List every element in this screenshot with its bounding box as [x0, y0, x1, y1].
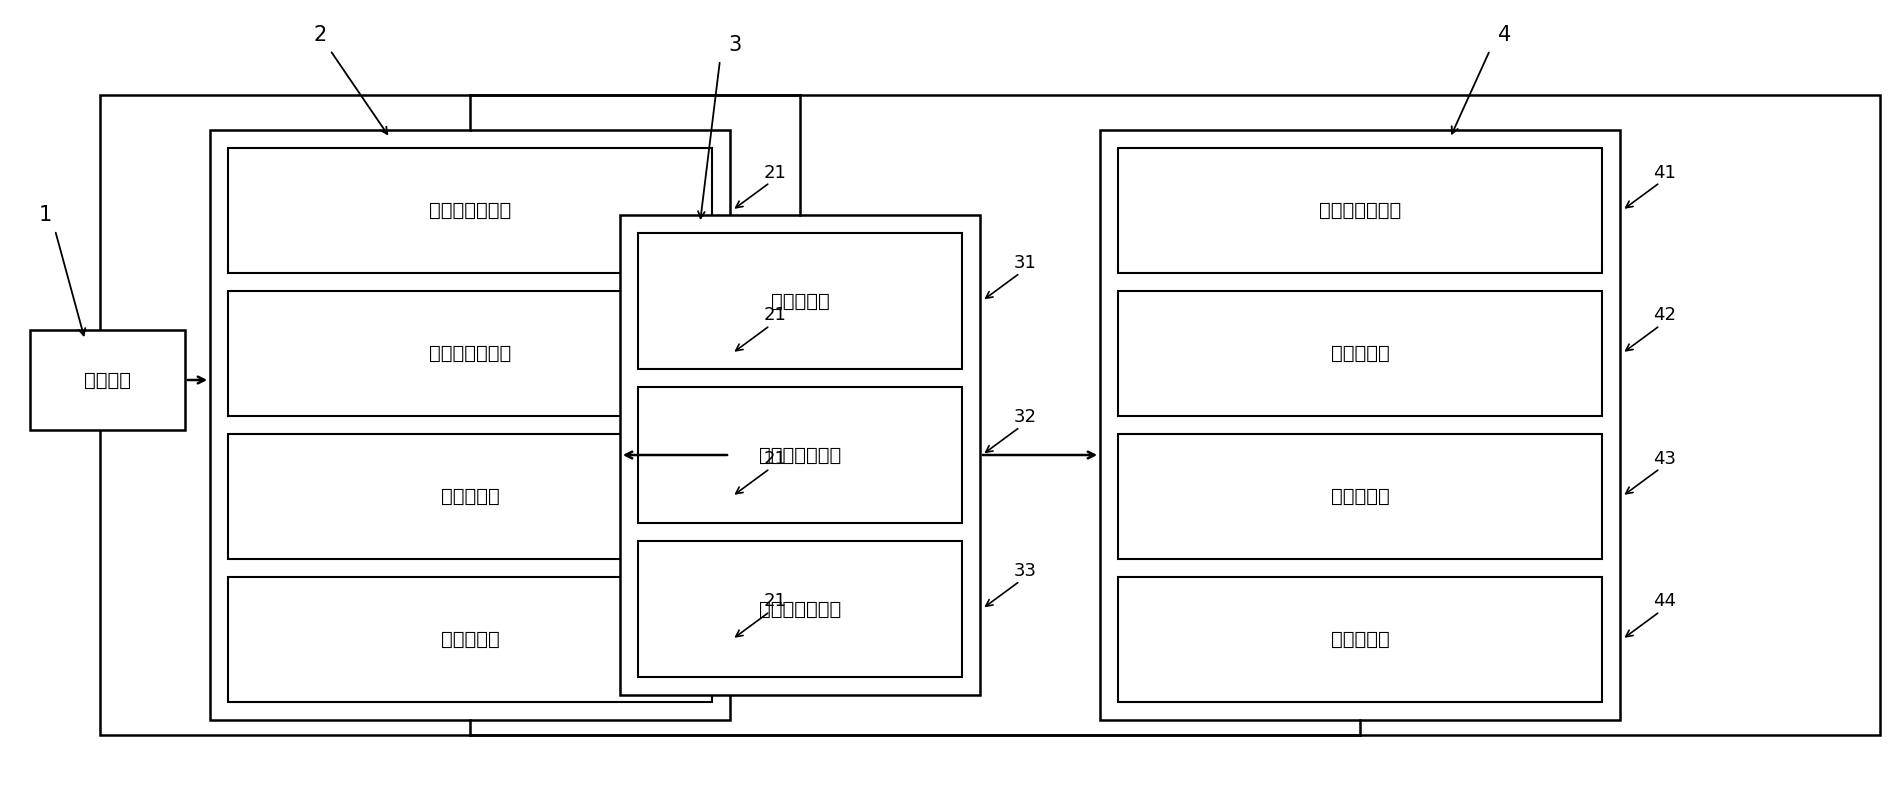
Bar — [1118, 148, 1602, 273]
Text: 商品信息子模块: 商品信息子模块 — [1318, 201, 1401, 220]
Text: 积分变更子模块: 积分变更子模块 — [758, 445, 841, 464]
Bar — [637, 233, 963, 369]
Bar — [1118, 434, 1602, 559]
Bar — [30, 330, 185, 430]
Text: 隐私保护子模块: 隐私保护子模块 — [429, 344, 511, 363]
Text: 21: 21 — [764, 593, 787, 611]
Bar — [229, 148, 713, 273]
Text: 44: 44 — [1653, 593, 1677, 611]
Text: 推荐子模块: 推荐子模块 — [1331, 630, 1390, 649]
Text: 33: 33 — [1014, 562, 1036, 580]
Text: 存鉴子模块: 存鉴子模块 — [441, 487, 499, 506]
Text: 43: 43 — [1653, 449, 1677, 467]
Text: 4: 4 — [1498, 25, 1511, 45]
Text: 21: 21 — [764, 164, 787, 182]
Text: 身份认证子模块: 身份认证子模块 — [429, 201, 511, 220]
Text: 21: 21 — [764, 306, 787, 324]
Text: 21: 21 — [764, 449, 787, 467]
Text: 31: 31 — [1014, 254, 1036, 272]
Bar — [229, 291, 713, 416]
Bar — [637, 541, 963, 677]
Bar — [1118, 291, 1602, 416]
Text: 注册模块: 注册模块 — [83, 371, 130, 390]
Text: 监控子模块: 监控子模块 — [441, 630, 499, 649]
Text: 1: 1 — [38, 205, 51, 225]
Bar — [620, 215, 980, 695]
Text: 42: 42 — [1653, 306, 1677, 324]
Bar — [210, 130, 730, 720]
Text: 41: 41 — [1653, 164, 1677, 182]
Text: 2: 2 — [314, 25, 327, 45]
Text: 3: 3 — [728, 35, 741, 55]
Text: 兑换子模块: 兑换子模块 — [1331, 344, 1390, 363]
Bar — [229, 577, 713, 702]
Bar — [1101, 130, 1621, 720]
Text: 查询子模块: 查询子模块 — [1331, 487, 1390, 506]
Bar — [1118, 577, 1602, 702]
Text: 32: 32 — [1014, 408, 1036, 426]
Bar — [637, 387, 963, 523]
Text: 积分补偿子模块: 积分补偿子模块 — [758, 600, 841, 619]
Bar — [100, 95, 1880, 735]
Bar — [229, 434, 713, 559]
Text: 策略子模块: 策略子模块 — [772, 291, 830, 311]
